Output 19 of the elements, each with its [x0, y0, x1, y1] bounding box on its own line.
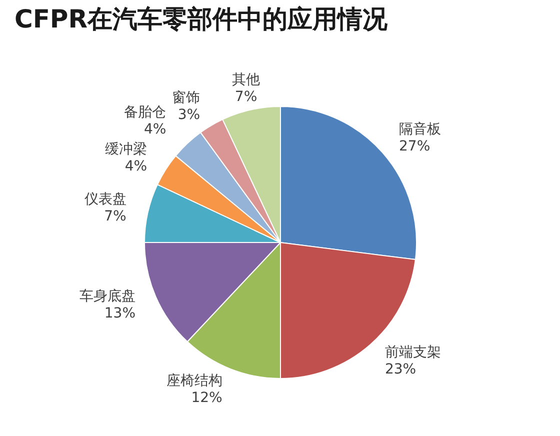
data-label: 27%: [399, 138, 430, 155]
data-label: 7%: [104, 208, 126, 225]
chart-title: CFPR在汽车零部件中的应用情况: [14, 4, 388, 34]
data-label: 13%: [104, 306, 136, 322]
data-label: 12%: [191, 390, 222, 406]
slice-label: 隔音板: [399, 122, 442, 138]
data-label: 23%: [384, 362, 416, 378]
data-label: 4%: [124, 158, 148, 174]
slice-label: 备胎仓: [124, 104, 166, 120]
slice-label: 前端支架: [384, 344, 441, 361]
data-label: 7%: [234, 88, 258, 105]
data-label: 4%: [144, 121, 166, 138]
slice-label: 其他: [232, 72, 260, 88]
slice-label: 仪表盘: [84, 192, 126, 208]
slice-label: 窗饰: [172, 90, 200, 106]
slice-label: 缓冲梁: [105, 141, 148, 158]
slice-label: 车身底盘: [79, 288, 136, 305]
data-label: 3%: [178, 107, 200, 124]
slice-label: 座椅结构: [166, 372, 222, 389]
